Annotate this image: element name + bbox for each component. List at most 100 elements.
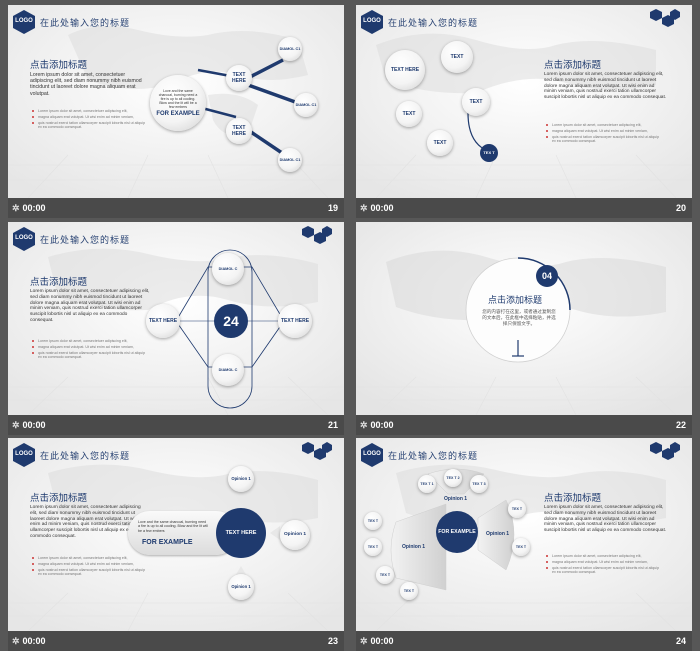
left-node[interactable]: TEXT HERE [146,304,180,338]
world-map-background [356,438,692,631]
slide-status-bar: ✲ 00:00 24 [356,631,692,651]
slide-timer: ✲ 00:00 [360,203,394,213]
bullet-item: magna aliquam erat volutpat. Ut wisi eni… [546,560,662,564]
logo: LOGO [13,227,35,251]
bullet-item: quis nostrud exerci tation ullamcorper s… [546,135,662,144]
opinion-label: Opinion 1 [402,544,426,550]
bullet-item: magna aliquam erat volutpat. Ut wisi eni… [32,345,148,349]
bullet-item: quis nostrud exerci tation ullamcorper s… [32,568,148,577]
bullet-item: Lorem ipsum dolor sit amet, consectetuer… [32,556,148,560]
slide-canvas: LOGO 在此处输入您的标题 点击添加标题 Lorem ipsum dolor … [8,5,344,198]
logo: LOGO [13,10,35,34]
example-caption: Love and the same charcoal, burning need… [158,89,198,109]
center-node[interactable]: FOR EXAMPLE [436,511,478,553]
for-example-label: FOR EXAMPLE [142,539,193,546]
logo: LOGO [361,10,383,34]
slide-number: 22 [675,420,686,430]
small-text-node[interactable]: TEX T [508,500,526,518]
small-text-node[interactable]: TEX T [376,566,394,584]
center-number[interactable]: 24 [214,304,248,338]
leaf-node[interactable]: DIAMOL C1 [278,148,302,172]
slide-status-bar: ✲ 00:00 21 [8,415,344,435]
right-node[interactable]: TEXT HERE [278,304,312,338]
small-text-node[interactable]: TEX T 1 [418,475,436,493]
bullet-item: quis nostrud exerci tation ullamcorper s… [546,566,662,575]
opinion-node[interactable]: Opinion 1 [280,520,310,550]
opinion-node[interactable]: Opinion 1 [228,466,254,492]
small-text-node[interactable]: TEX T [512,538,530,556]
slide-number: 24 [675,636,686,646]
page-title: 在此处输入您的标题 [40,451,131,461]
bubble[interactable]: TEXT [396,101,422,127]
slide-status-bar: ✲ 00:00 22 [356,415,692,435]
bullet-list: Lorem ipsum dolor sit amet, consectetuer… [32,556,148,578]
example-circle[interactable]: Love and the same charcoal, burning need… [150,75,206,131]
body-text: Lorem ipsum dolor sit amet, consectetuer… [30,72,142,97]
leaf-node[interactable]: DIAMOL C1 [294,93,318,117]
slide-thumbnail-20[interactable]: LOGO 在此处输入您的标题 TEXT HERE TEXT TEXT TEXT … [356,5,692,218]
transition-star-icon: ✲ [12,203,20,213]
section-heading: 点击添加标题 [488,295,543,305]
bullet-list: Lorem ipsum dolor sit amet, consectetuer… [546,123,662,145]
section-heading: 点击添加标题 [544,60,602,71]
bullet-item: Lorem ipsum dolor sit amet, consectetuer… [32,109,148,113]
bullet-item: Lorem ipsum dolor sit amet, consectetuer… [32,339,148,343]
small-text-node[interactable]: TEX T [364,512,382,530]
bubble[interactable]: TEXT [441,41,473,73]
section-heading: 点击添加标题 [30,60,88,71]
body-text: Lorem ipsum dolor sit amet, consectetuer… [30,289,150,323]
slide-status-bar: ✲ 00:00 19 [8,198,344,218]
small-text-node[interactable]: TEX T 3 [470,475,488,493]
slide-canvas: 04 点击添加标题 您的内容打在这里，或者通过复制您的文本后，在此框中选择粘贴，… [356,222,692,415]
opinion-label: Opinion 1 [486,531,510,537]
section-heading: 点击添加标题 [30,277,88,288]
slide-number: 19 [327,203,338,213]
logo: LOGO [13,443,35,467]
small-text-node[interactable]: TEX T [364,538,382,556]
bullet-list: Lorem ipsum dolor sit amet, consectetuer… [32,339,148,361]
slide-thumbnail-24[interactable]: LOGO 在此处输入您的标题 FOR EXAMPLE Opinion 1 Opi… [356,438,692,651]
top-node[interactable]: DIAMOL C [212,253,244,285]
slide-thumbnail-21[interactable]: LOGO 在此处输入您的标题 点击添加标题 Lorem ipsum dolor … [8,222,344,435]
leaf-node[interactable]: DIAMOL C1 [278,37,302,61]
small-text-node[interactable]: TEX T [400,582,418,600]
slide-timer: ✲ 00:00 [12,636,46,646]
bullet-item: magna aliquam erat volutpat. Ut wisi eni… [546,129,662,133]
slide-canvas: LOGO 在此处输入您的标题 点击添加标题 Lorem ipsum dolor … [8,438,344,631]
bullet-item: quis nostrud exerci tation ullamcorper s… [32,351,148,360]
bullet-item: magna aliquam erat volutpat. Ut wisi eni… [32,562,148,566]
slide-number: 20 [675,203,686,213]
bottom-node[interactable]: DIAMOL C [212,354,244,386]
transition-star-icon: ✲ [12,636,20,646]
slide-canvas: LOGO 在此处输入您的标题 点击添加标题 Lorem ipsum dolor … [8,222,344,415]
slide-status-bar: ✲ 00:00 23 [8,631,344,651]
logo: LOGO [361,443,383,467]
body-text: Lorem ipsum dolor sit amet, consectetuer… [544,72,667,101]
bubble[interactable]: TEXT [427,130,453,156]
slide-thumbnail-23[interactable]: LOGO 在此处输入您的标题 点击添加标题 Lorem ipsum dolor … [8,438,344,651]
page-title: 在此处输入您的标题 [388,451,479,461]
body-text: Lorem ipsum dolor sit amet, consectetuer… [30,505,141,539]
node-text-here[interactable]: TEXT HERE [226,65,252,91]
tail-node[interactable]: TEX T [480,144,498,162]
bullet-item: Lorem ipsum dolor sit amet, consectetuer… [546,554,662,558]
slide-thumbnail-19[interactable]: LOGO 在此处输入您的标题 点击添加标题 Lorem ipsum dolor … [8,5,344,218]
small-text-node[interactable]: TEX T 2 [444,469,462,487]
node-text-here[interactable]: TEXT HERE [226,118,252,144]
bullet-item: magna aliquam erat volutpat. Ut wisi eni… [32,115,148,119]
page-title: 在此处输入您的标题 [388,18,479,28]
bubble[interactable]: TEXT [462,88,490,116]
slide-canvas: LOGO 在此处输入您的标题 FOR EXAMPLE Opinion 1 Opi… [356,438,692,631]
opinion-node[interactable]: Opinion 1 [228,574,254,600]
bullet-item: Lorem ipsum dolor sit amet, consectetuer… [546,123,662,127]
slide-thumbnail-22[interactable]: 04 点击添加标题 您的内容打在这里，或者通过复制您的文本后，在此框中选择粘贴，… [356,222,692,435]
bubble[interactable]: TEXT HERE [385,50,425,90]
slide-timer: ✲ 00:00 [360,420,394,430]
section-description: 您的内容打在这里，或者通过复制您的文本后，在此框中选择粘贴，并选择只保留文字。 [482,309,556,326]
transition-star-icon: ✲ [360,203,368,213]
center-node[interactable]: TEXT HERE [216,508,266,558]
transition-star-icon: ✲ [360,636,368,646]
page-title: 在此处输入您的标题 [40,235,131,245]
bullet-list: Lorem ipsum dolor sit amet, consectetuer… [32,109,148,131]
